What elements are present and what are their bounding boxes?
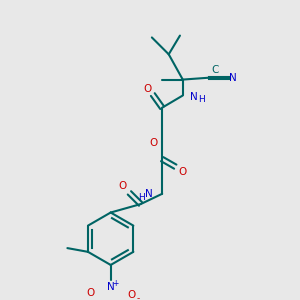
Text: O: O [150, 138, 158, 148]
Text: C: C [212, 65, 219, 75]
Text: -: - [136, 294, 140, 300]
Text: N: N [190, 92, 198, 102]
Text: +: + [112, 279, 119, 288]
Text: O: O [86, 288, 94, 298]
Text: N: N [145, 189, 153, 199]
Text: O: O [143, 84, 151, 94]
Text: O: O [119, 181, 127, 191]
Text: N: N [230, 73, 237, 83]
Text: H: H [138, 193, 145, 202]
Text: H: H [198, 95, 205, 104]
Text: O: O [178, 167, 187, 177]
Text: O: O [127, 290, 135, 300]
Text: N: N [107, 282, 115, 292]
